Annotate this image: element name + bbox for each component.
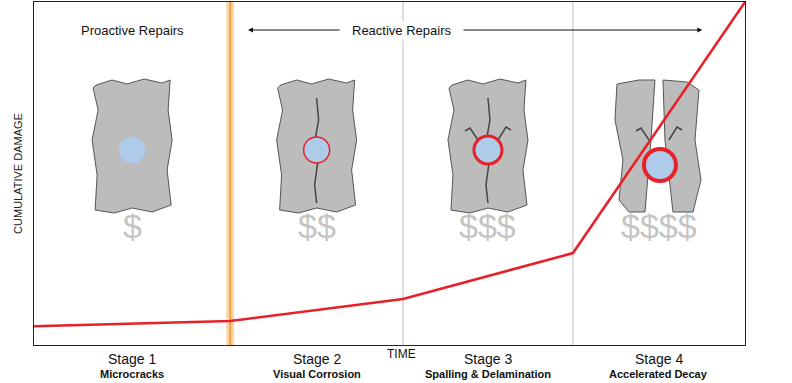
svg-text:CUMULATIVE DAMAGE: CUMULATIVE DAMAGE [12,113,24,234]
svg-text:TIME: TIME [387,347,416,361]
svg-text:$$$: $$$ [459,207,516,245]
svg-text:Reactive Repairs: Reactive Repairs [352,23,451,38]
svg-text:Stage 3: Stage 3 [464,351,512,367]
svg-text:Stage 2: Stage 2 [293,351,341,367]
svg-text:Spalling & Delamination: Spalling & Delamination [425,368,551,380]
svg-text:Stage 1: Stage 1 [108,351,156,367]
svg-text:$$$$: $$$$ [621,207,697,245]
svg-text:$$: $$ [298,207,336,245]
svg-text:$: $ [123,207,142,245]
svg-text:Proactive Repairs: Proactive Repairs [81,23,184,38]
svg-text:Stage 4: Stage 4 [635,351,683,367]
svg-text:Accelerated Decay: Accelerated Decay [609,368,708,380]
svg-text:Microcracks: Microcracks [100,368,164,380]
svg-text:Visual Corrosion: Visual Corrosion [273,368,361,380]
